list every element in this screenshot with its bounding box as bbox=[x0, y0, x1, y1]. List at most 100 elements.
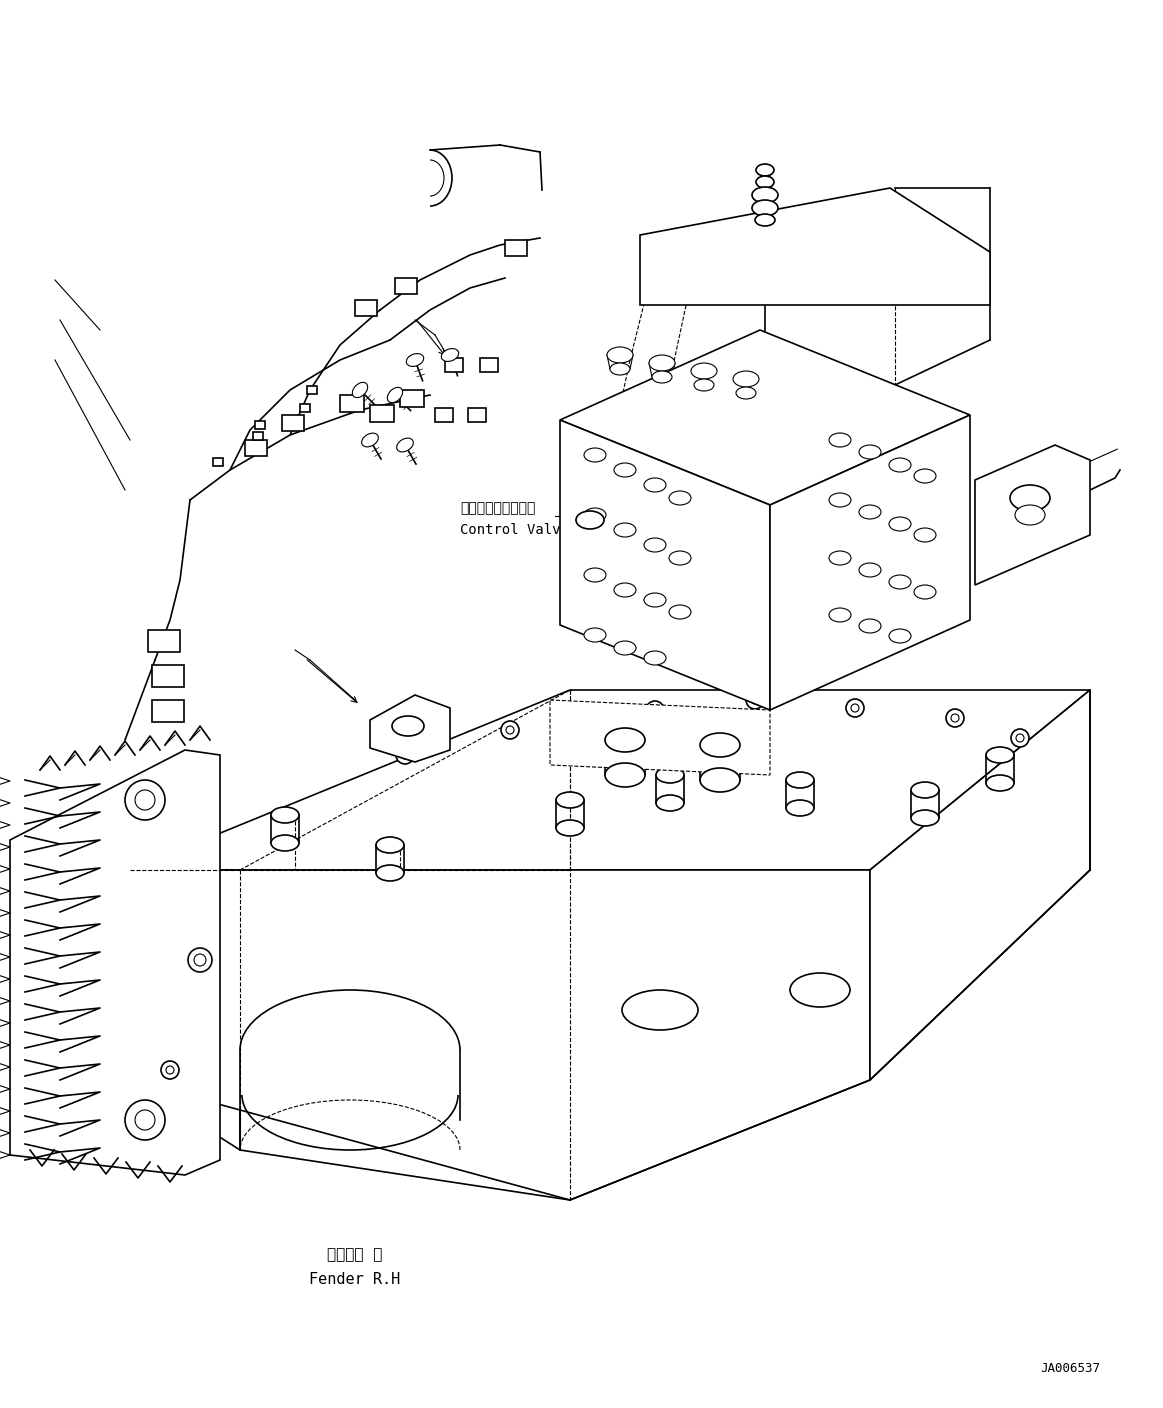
Circle shape bbox=[745, 691, 764, 710]
Ellipse shape bbox=[700, 734, 740, 758]
Ellipse shape bbox=[829, 608, 851, 622]
Circle shape bbox=[401, 750, 409, 759]
Polygon shape bbox=[870, 690, 1090, 1080]
Ellipse shape bbox=[859, 620, 882, 634]
Ellipse shape bbox=[556, 791, 584, 808]
Bar bbox=[355, 300, 377, 315]
Ellipse shape bbox=[694, 379, 714, 391]
Circle shape bbox=[135, 790, 155, 810]
Ellipse shape bbox=[376, 836, 404, 853]
Ellipse shape bbox=[669, 551, 691, 565]
Ellipse shape bbox=[271, 807, 299, 824]
Ellipse shape bbox=[392, 717, 424, 736]
Ellipse shape bbox=[755, 214, 775, 227]
Ellipse shape bbox=[889, 458, 911, 472]
Ellipse shape bbox=[691, 363, 718, 379]
Bar bbox=[505, 239, 527, 256]
Ellipse shape bbox=[911, 810, 939, 826]
Polygon shape bbox=[640, 189, 990, 306]
Polygon shape bbox=[975, 445, 1090, 584]
Polygon shape bbox=[130, 870, 870, 1200]
Ellipse shape bbox=[859, 505, 882, 520]
Ellipse shape bbox=[614, 463, 636, 477]
Bar bbox=[148, 629, 180, 652]
Bar bbox=[152, 665, 184, 687]
Polygon shape bbox=[130, 690, 1090, 870]
Ellipse shape bbox=[752, 187, 778, 203]
Circle shape bbox=[1016, 734, 1023, 742]
Ellipse shape bbox=[1009, 484, 1050, 511]
Bar bbox=[435, 408, 454, 422]
Ellipse shape bbox=[622, 990, 698, 1031]
Ellipse shape bbox=[914, 528, 936, 542]
Polygon shape bbox=[561, 420, 770, 710]
Ellipse shape bbox=[986, 774, 1014, 791]
Polygon shape bbox=[770, 415, 970, 710]
Text: フェンダ  右: フェンダ 右 bbox=[327, 1247, 383, 1263]
Ellipse shape bbox=[584, 567, 606, 582]
Ellipse shape bbox=[656, 796, 684, 811]
Circle shape bbox=[395, 746, 414, 765]
Ellipse shape bbox=[914, 469, 936, 483]
Circle shape bbox=[751, 696, 759, 704]
Bar bbox=[213, 458, 223, 466]
Ellipse shape bbox=[752, 200, 778, 215]
Polygon shape bbox=[550, 700, 770, 774]
Ellipse shape bbox=[1015, 505, 1046, 525]
Ellipse shape bbox=[656, 767, 684, 783]
Ellipse shape bbox=[756, 176, 775, 189]
Ellipse shape bbox=[605, 728, 645, 752]
Bar bbox=[480, 358, 498, 372]
Ellipse shape bbox=[786, 800, 814, 817]
Polygon shape bbox=[370, 696, 450, 762]
Bar bbox=[254, 432, 263, 439]
Ellipse shape bbox=[756, 163, 775, 176]
Ellipse shape bbox=[614, 522, 636, 536]
Ellipse shape bbox=[605, 763, 645, 787]
Ellipse shape bbox=[352, 383, 368, 397]
Bar bbox=[468, 408, 486, 422]
Bar bbox=[281, 415, 304, 431]
Ellipse shape bbox=[786, 772, 814, 788]
Ellipse shape bbox=[911, 781, 939, 798]
Ellipse shape bbox=[829, 551, 851, 565]
Ellipse shape bbox=[859, 445, 882, 459]
Circle shape bbox=[946, 710, 964, 727]
Ellipse shape bbox=[829, 493, 851, 507]
Text: コントロールバルブ: コントロールバルブ bbox=[461, 501, 535, 515]
Ellipse shape bbox=[733, 370, 759, 387]
Circle shape bbox=[501, 721, 519, 739]
Ellipse shape bbox=[614, 641, 636, 655]
Text: Fender R.H: Fender R.H bbox=[309, 1273, 400, 1287]
Ellipse shape bbox=[584, 508, 606, 522]
Ellipse shape bbox=[644, 477, 666, 491]
Ellipse shape bbox=[736, 387, 756, 398]
Ellipse shape bbox=[556, 819, 584, 836]
Ellipse shape bbox=[644, 538, 666, 552]
Ellipse shape bbox=[889, 574, 911, 589]
Ellipse shape bbox=[889, 629, 911, 643]
Ellipse shape bbox=[644, 650, 666, 665]
Bar bbox=[400, 390, 424, 407]
Ellipse shape bbox=[652, 370, 672, 383]
Circle shape bbox=[194, 955, 206, 966]
Ellipse shape bbox=[644, 593, 666, 607]
Bar bbox=[340, 396, 364, 413]
Ellipse shape bbox=[669, 491, 691, 505]
Circle shape bbox=[645, 701, 664, 719]
Circle shape bbox=[651, 705, 659, 714]
Ellipse shape bbox=[914, 584, 936, 598]
Bar bbox=[255, 421, 265, 429]
Ellipse shape bbox=[387, 387, 402, 403]
Circle shape bbox=[951, 714, 959, 722]
Ellipse shape bbox=[376, 865, 404, 881]
Polygon shape bbox=[130, 870, 240, 1150]
Ellipse shape bbox=[859, 563, 882, 577]
Circle shape bbox=[135, 1110, 155, 1131]
Ellipse shape bbox=[397, 438, 413, 452]
Circle shape bbox=[124, 780, 165, 819]
Ellipse shape bbox=[271, 835, 299, 850]
Circle shape bbox=[851, 704, 859, 712]
Bar bbox=[307, 386, 317, 394]
Bar bbox=[245, 439, 267, 456]
